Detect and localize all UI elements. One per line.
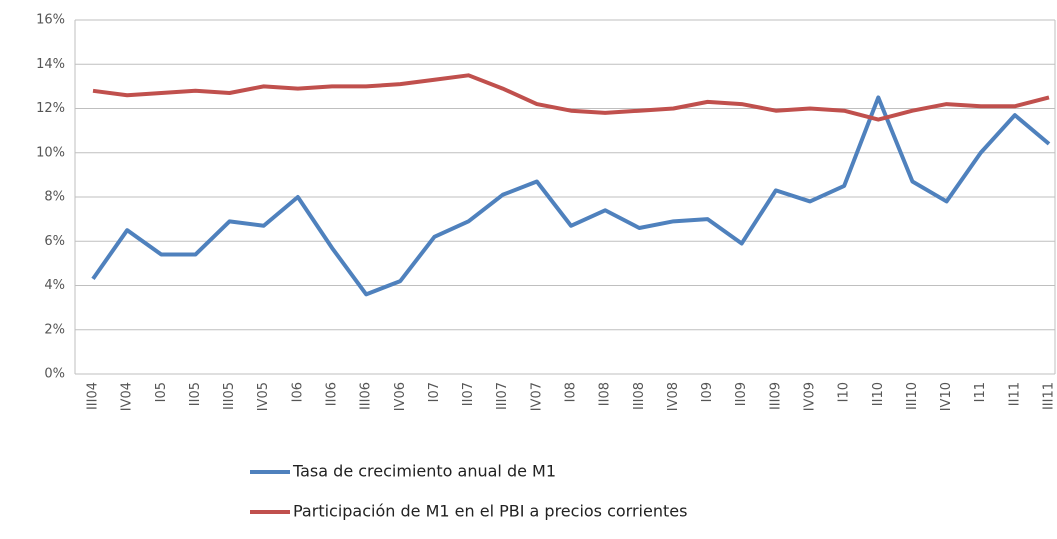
x-tick-label: I06 (290, 382, 305, 402)
x-tick-label: IV09 (803, 382, 818, 411)
x-tick-label: IV10 (939, 382, 954, 411)
legend-label: Participación de M1 en el PBI a precios … (293, 502, 687, 521)
x-tick-label: II10 (871, 382, 886, 406)
x-tick-label: III08 (632, 382, 647, 410)
x-tick-label: I05 (154, 382, 169, 402)
y-tick-label: 4% (44, 278, 65, 293)
x-tick-label: IV06 (393, 382, 408, 411)
x-tick-label: I10 (837, 382, 852, 402)
x-tick-label: II08 (598, 382, 613, 406)
x-tick-label: I07 (427, 382, 442, 402)
y-tick-label: 0% (44, 367, 65, 382)
x-tick-label: III06 (359, 382, 374, 410)
x-tick-label: IV04 (120, 382, 135, 411)
x-tick-label: III10 (905, 382, 920, 410)
x-tick-label: III05 (222, 382, 237, 410)
series-line (91, 95, 1051, 297)
y-tick-label: 2% (44, 322, 65, 337)
x-tick-label: III04 (86, 382, 101, 410)
x-tick-label: IV05 (256, 382, 271, 411)
x-tick-label: IV07 (529, 382, 544, 411)
x-tick-label: II07 (461, 382, 476, 406)
y-tick-label: 6% (44, 234, 65, 249)
x-tick-label: II11 (1007, 382, 1022, 406)
x-tick-label: II05 (188, 382, 203, 406)
y-tick-label: 8% (44, 190, 65, 205)
y-tick-label: 12% (36, 101, 65, 116)
x-tick-label: II09 (734, 382, 749, 406)
y-tick-label: 14% (36, 57, 65, 72)
x-tick-label: IV08 (666, 382, 681, 411)
x-tick-label: I09 (700, 382, 715, 402)
x-tick-label: III09 (768, 382, 783, 410)
series-line (92, 73, 1050, 122)
x-tick-label: I08 (564, 382, 579, 402)
legend-label: Tasa de crecimiento anual de M1 (292, 462, 556, 481)
x-tick-label: II06 (325, 382, 340, 406)
y-tick-label: 10% (36, 145, 65, 160)
x-tick-label: III07 (495, 382, 510, 410)
x-tick-label: III11 (1042, 382, 1057, 410)
y-tick-label: 16% (36, 13, 65, 28)
x-tick-label: I11 (973, 382, 988, 402)
